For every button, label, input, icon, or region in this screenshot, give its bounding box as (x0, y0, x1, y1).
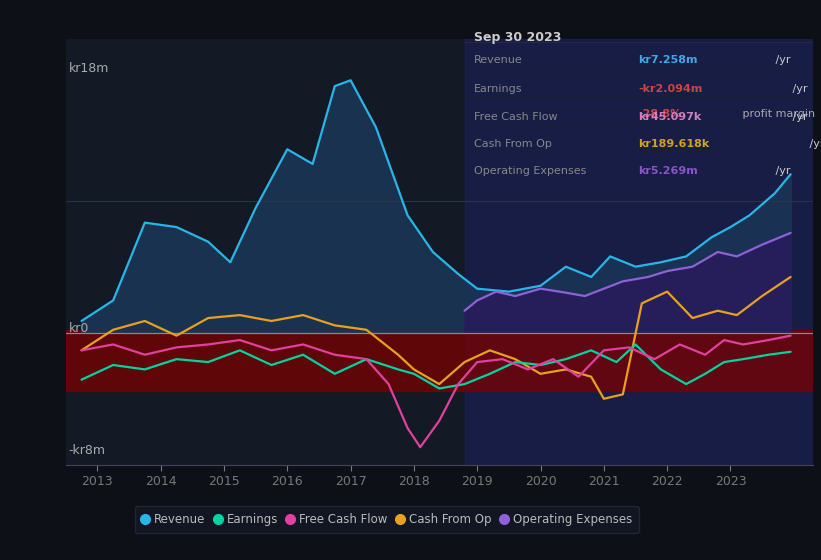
Text: /yr: /yr (773, 55, 791, 65)
Text: kr0: kr0 (69, 322, 89, 335)
Text: Operating Expenses: Operating Expenses (475, 166, 587, 176)
Text: Earnings: Earnings (475, 83, 523, 94)
Text: Sep 30 2023: Sep 30 2023 (475, 31, 562, 44)
Text: -28.8%: -28.8% (639, 109, 681, 119)
Text: Free Cash Flow: Free Cash Flow (475, 113, 558, 122)
Text: Revenue: Revenue (475, 55, 523, 65)
Text: /yr: /yr (789, 113, 808, 122)
Text: kr189.618k: kr189.618k (639, 139, 709, 149)
Text: profit margin: profit margin (739, 109, 815, 119)
Legend: Revenue, Earnings, Free Cash Flow, Cash From Op, Operating Expenses: Revenue, Earnings, Free Cash Flow, Cash … (135, 506, 639, 533)
Bar (66, 330, 813, 391)
Text: kr5.269m: kr5.269m (639, 166, 698, 176)
Text: kr7.258m: kr7.258m (639, 55, 698, 65)
Text: -kr8m: -kr8m (69, 444, 106, 456)
Text: /yr: /yr (773, 166, 791, 176)
Text: kr18m: kr18m (69, 62, 109, 75)
Text: -kr2.094m: -kr2.094m (639, 83, 703, 94)
Text: /yr: /yr (789, 83, 808, 94)
Text: kr45.097k: kr45.097k (639, 113, 702, 122)
Text: Cash From Op: Cash From Op (475, 139, 553, 149)
Text: /yr: /yr (805, 139, 821, 149)
Bar (465, 39, 813, 465)
